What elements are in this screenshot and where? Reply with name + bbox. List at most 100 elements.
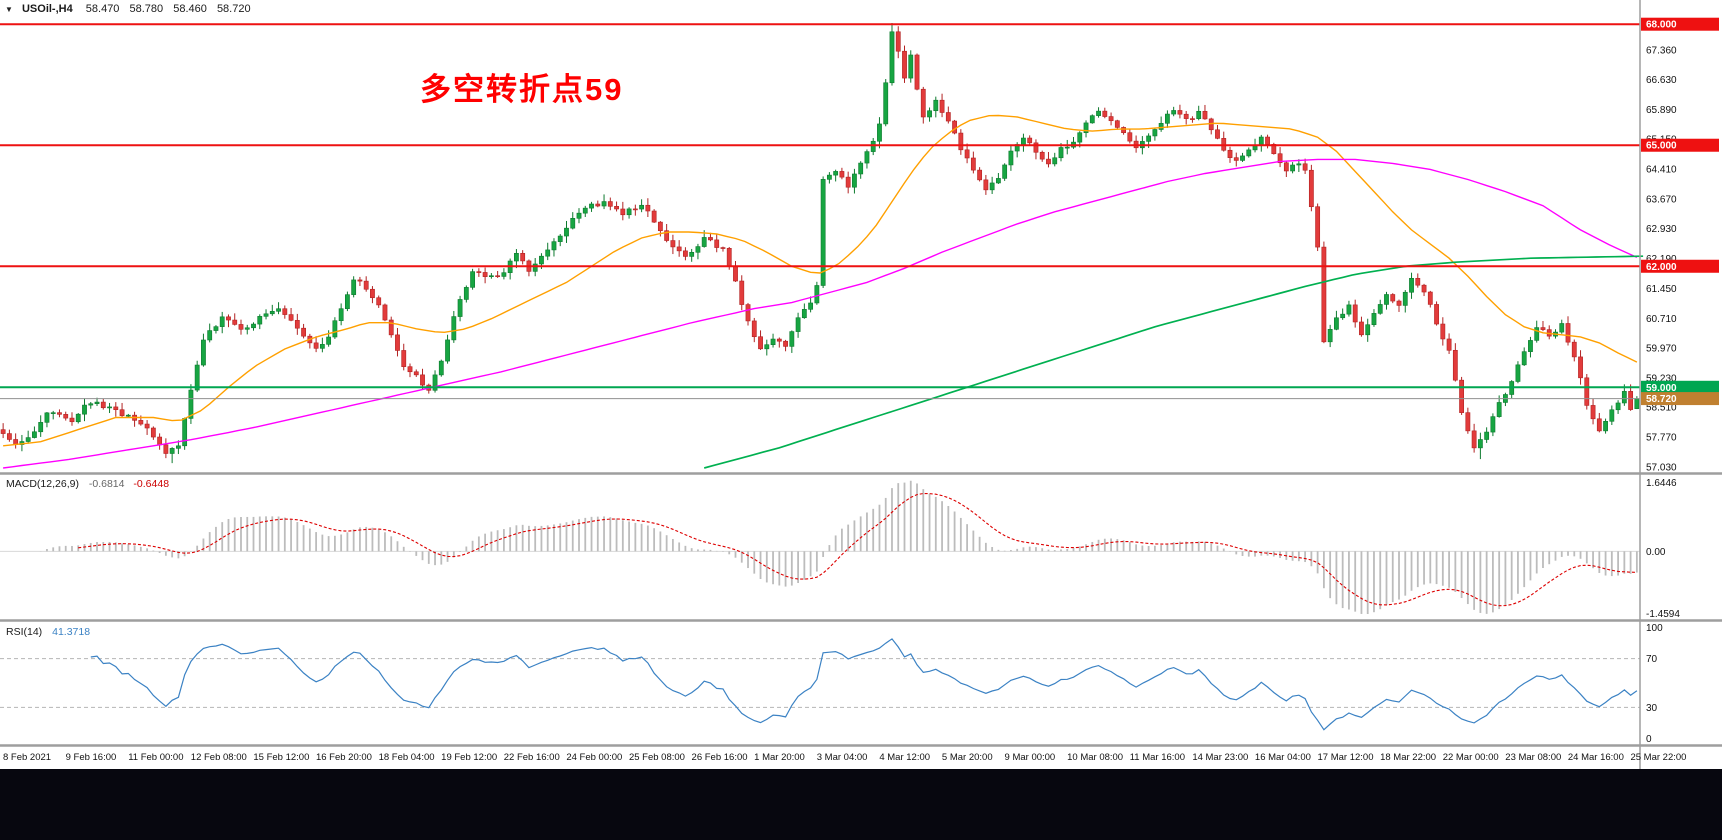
candle-body: [557, 235, 563, 242]
candle-body: [870, 140, 876, 152]
collapse-arrow-icon[interactable]: ▼: [5, 5, 13, 14]
candle-body: [839, 171, 845, 178]
candle-body: [1233, 157, 1239, 161]
candle-body: [288, 314, 294, 321]
candle-body: [1158, 123, 1164, 130]
candle-body: [276, 308, 281, 312]
price-tick-label: 63.670: [1646, 194, 1677, 205]
time-tick-label: 24 Mar 16:00: [1568, 752, 1624, 763]
candle-body: [670, 240, 676, 248]
candle-body: [970, 157, 976, 171]
candle-body: [0, 429, 6, 434]
candle-body: [257, 316, 263, 325]
candle-body: [1515, 364, 1521, 382]
candle-body: [357, 279, 363, 282]
candle-body: [1121, 127, 1126, 134]
candle-body: [939, 99, 945, 113]
candle-body: [1008, 150, 1014, 166]
candle-body: [758, 336, 763, 350]
candle-body: [113, 406, 119, 411]
candle-body: [32, 431, 37, 438]
price-tick-label: 59.230: [1646, 374, 1677, 385]
candle-body: [739, 280, 745, 305]
candle-body: [995, 178, 1001, 184]
ma-fast-line[interactable]: [3, 114, 1638, 447]
time-tick-label: 25 Feb 08:00: [629, 752, 685, 763]
candle-body: [1471, 430, 1477, 449]
bottom-panel: [0, 769, 1722, 840]
price-tick-label: 60.710: [1646, 314, 1677, 325]
candle-body: [144, 423, 150, 429]
candle-body: [1396, 300, 1402, 306]
candle-body: [852, 173, 857, 188]
candle-body: [708, 237, 713, 241]
candle-body: [88, 403, 94, 406]
candle-body: [1578, 356, 1583, 379]
candle-body: [1240, 155, 1245, 161]
candle-body: [1033, 142, 1039, 153]
candle-body: [908, 54, 914, 79]
price-badge-label: 59.000: [1646, 383, 1677, 394]
time-axis[interactable]: 8 Feb 2021 9 Feb 16:00 11 Feb 00:00 12 Feb …: [3, 752, 1686, 763]
candle-body: [620, 208, 626, 216]
candle-body: [207, 330, 213, 341]
candle-body: [714, 239, 720, 248]
candle-body: [1290, 164, 1295, 172]
ma-mid-line[interactable]: [3, 158, 1638, 469]
candle-body: [1039, 151, 1045, 160]
candle-body: [75, 413, 81, 423]
candle-body: [6, 433, 12, 440]
candle-body: [877, 123, 882, 142]
candle-body: [1296, 163, 1302, 166]
candle-body: [1021, 137, 1026, 145]
candle-body: [764, 344, 770, 350]
candle-body: [551, 241, 557, 251]
candle-body: [163, 444, 169, 454]
candle-body: [432, 374, 438, 391]
price-tick-label: 62.930: [1646, 224, 1677, 235]
annotation-text[interactable]: 多空转折点59: [420, 72, 624, 107]
chart-canvas[interactable]: 67.36066.63065.89065.15064.41063.67062.9…: [0, 0, 1722, 769]
candle-body: [789, 331, 795, 347]
candle-body: [1615, 402, 1621, 411]
price-badge-label: 68.000: [1646, 20, 1677, 31]
price-badge-label: 62.000: [1646, 262, 1677, 273]
macd-signal-value: -0.6448: [133, 478, 170, 490]
candle-body: [1265, 136, 1270, 145]
candle-body: [338, 308, 344, 322]
candle-body: [401, 350, 407, 367]
candle-body: [1089, 115, 1095, 124]
ma-slow-line[interactable]: [703, 255, 1644, 469]
candle-body: [539, 255, 544, 265]
candle-body: [1452, 349, 1458, 381]
rsi-axis-0: 0: [1646, 734, 1652, 745]
macd-signal-line: [78, 492, 1637, 607]
candle-body: [1596, 418, 1602, 432]
candle-body: [1308, 169, 1314, 208]
price-tick-label: 62.190: [1646, 254, 1677, 265]
rsi-value: 41.3718: [52, 626, 91, 638]
candle-body: [645, 204, 651, 212]
time-tick-label: 18 Feb 04:00: [379, 752, 435, 763]
candle-body: [933, 99, 939, 112]
time-tick-label: 14 Mar 23:00: [1192, 752, 1248, 763]
candle-body: [1321, 246, 1327, 343]
candle-body: [814, 285, 820, 304]
candle-body: [902, 50, 907, 79]
candle-body: [1440, 323, 1446, 340]
candle-body: [1352, 304, 1358, 323]
candle-body: [520, 253, 526, 262]
candle-body: [1202, 110, 1208, 120]
candle-body: [476, 271, 482, 273]
symbol-title: USOil-,H4: [21, 3, 73, 15]
candle-body: [858, 162, 864, 175]
candle-body: [1083, 122, 1089, 134]
candle-body: [614, 206, 619, 210]
candle-body: [25, 437, 31, 442]
candle-body: [726, 248, 732, 267]
price-axis[interactable]: 67.36066.63065.89065.15064.41063.67062.9…: [1641, 17, 1719, 474]
candle-body: [776, 338, 782, 342]
candle-body: [1446, 338, 1452, 351]
candle-body: [1277, 153, 1283, 164]
candle-body: [945, 112, 951, 122]
